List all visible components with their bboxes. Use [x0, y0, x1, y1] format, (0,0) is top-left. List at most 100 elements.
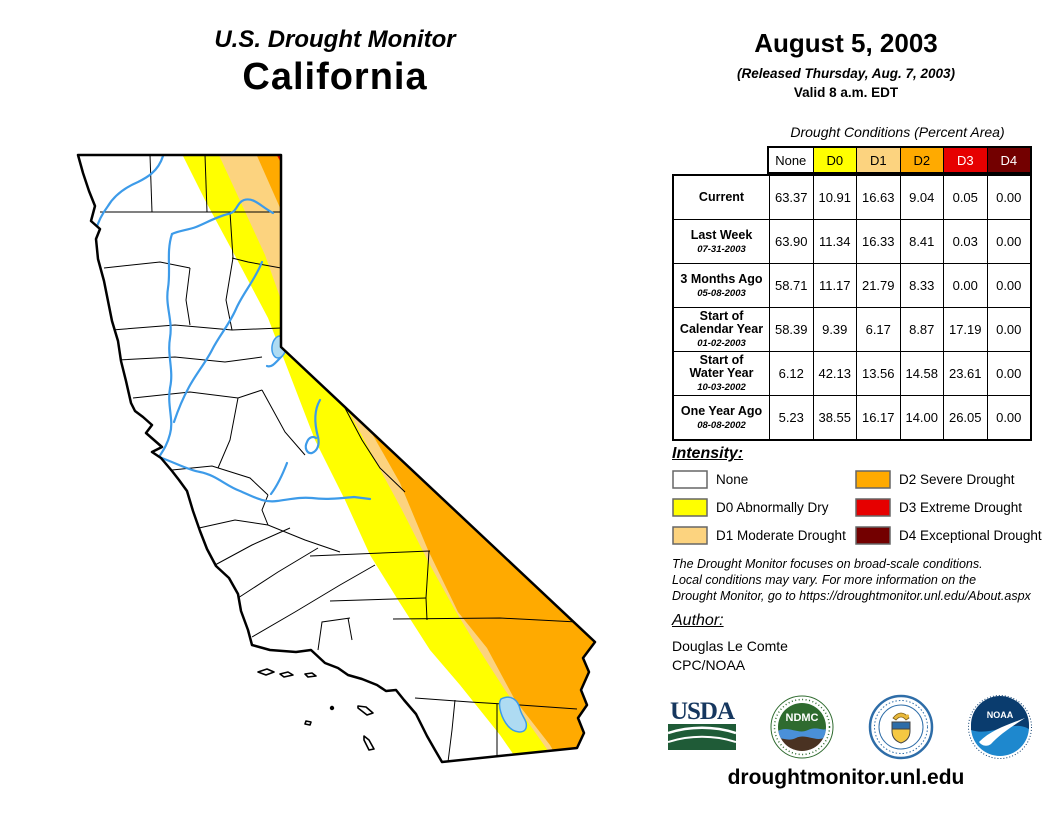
valid-time: Valid 8 a.m. EDT — [793, 85, 899, 100]
table-caption: Drought Conditions (Percent Area) — [790, 124, 1005, 140]
table-value: 0.00 — [986, 176, 1031, 219]
row-label: Current — [698, 190, 745, 204]
legend-item-d0: D0 Abnormally Dry — [672, 496, 846, 518]
table-value: 38.55 — [812, 395, 856, 439]
table-value: 9.04 — [899, 176, 944, 219]
table-value: 0.00 — [986, 351, 1030, 395]
column-header-d4: D4 — [986, 148, 1030, 172]
table-value: 10.91 — [812, 176, 857, 219]
legend-item-d1: D1 Moderate Drought — [672, 524, 846, 546]
map-title-block: U.S. Drought Monitor California — [120, 26, 550, 99]
commerce-seal-logo — [868, 694, 934, 760]
legend-left-column: None D0 Abnormally Dry D1 Moderate Droug… — [672, 468, 846, 546]
row-label: Start of Calendar Year 01-02-2003 — [674, 307, 769, 351]
channel-islands — [257, 668, 375, 751]
table-value: 0.00 — [986, 307, 1030, 351]
usda-field-graphic — [667, 723, 737, 750]
table-value: 0.00 — [943, 263, 987, 307]
d1-swatch — [672, 525, 708, 545]
column-header-d0: D0 — [812, 148, 856, 172]
usda-logo: USDA — [667, 697, 737, 755]
state-name-title: California — [242, 56, 428, 98]
map-date: August 5, 2003 — [754, 28, 938, 58]
table-value: 63.90 — [769, 219, 813, 263]
legend-item-d3: D3 Extreme Drought — [855, 496, 1042, 518]
state-outline — [76, 153, 597, 764]
table-value: 0.05 — [943, 176, 987, 219]
column-header-none: None — [769, 148, 813, 172]
table-value: 8.87 — [899, 307, 943, 351]
ndmc-logo-text: NDMC — [786, 712, 819, 724]
table-value: 14.00 — [899, 395, 943, 439]
sacramento-river — [157, 232, 174, 459]
table-value: 42.13 — [812, 351, 856, 395]
salton-sea — [498, 696, 528, 733]
table-value: 16.33 — [856, 219, 900, 263]
none-swatch — [672, 469, 708, 489]
row-label: 3 Months Ago 05-08-2003 — [674, 263, 769, 307]
table-value: 26.05 — [943, 395, 987, 439]
table-value: 8.41 — [899, 219, 943, 263]
disclaimer-text: The Drought Monitor focuses on broad-sca… — [672, 556, 1042, 604]
table-value: 21.79 — [856, 263, 900, 307]
table-value: 23.61 — [943, 351, 987, 395]
row-label: One Year Ago 08-08-2002 — [674, 395, 769, 439]
usda-logo-text: USDA — [669, 697, 735, 725]
table-value: 6.12 — [769, 351, 813, 395]
legend-heading: Intensity: — [672, 445, 744, 462]
table-value: 16.63 — [856, 176, 900, 219]
release-date: (Released Thursday, Aug. 7, 2003) — [736, 66, 956, 81]
noaa-logo-text: NOAA — [987, 710, 1014, 720]
table-value: 9.39 — [812, 307, 856, 351]
table-value: 6.17 — [856, 307, 900, 351]
table-value: 58.71 — [769, 263, 813, 307]
legend-right-column: D2 Severe Drought D3 Extreme Drought D4 … — [855, 468, 1042, 546]
disclaimer-line: Drought Monitor, go to https://droughtmo… — [672, 589, 1031, 603]
report-title: U.S. Drought Monitor — [214, 26, 456, 53]
d3-swatch — [855, 497, 891, 517]
legend-item-d4: D4 Exceptional Drought — [855, 524, 1042, 546]
table-value: 13.56 — [856, 351, 900, 395]
author-org: CPC/NOAA — [672, 657, 746, 673]
d4-swatch — [855, 525, 891, 545]
noaa-logo: NOAA — [968, 695, 1032, 759]
drought-monitor-url: droughtmonitor.unl.edu — [727, 766, 965, 789]
table-value: 0.00 — [986, 395, 1030, 439]
table-value: 11.17 — [812, 263, 856, 307]
drought-conditions-table: Current 63.37 10.91 16.63 9.04 0.05 0.00… — [672, 174, 1032, 441]
legend-item-d2: D2 Severe Drought — [855, 468, 1042, 490]
column-header-d3: D3 — [943, 148, 987, 172]
table-value: 16.17 — [856, 395, 900, 439]
county-lines — [100, 155, 578, 762]
american-river — [304, 398, 322, 455]
ndmc-logo: NDMC — [770, 695, 834, 759]
table-value: 63.37 — [769, 176, 813, 219]
klamath-river — [94, 155, 165, 232]
author-heading: Author: — [672, 612, 724, 629]
disclaimer-line: Local conditions may vary. For more info… — [672, 573, 977, 587]
table-value: 0.00 — [986, 219, 1030, 263]
table-value: 0.00 — [986, 263, 1030, 307]
legend-item-none: None — [672, 468, 846, 490]
row-label: Start of Water Year 10-03-2002 — [674, 351, 769, 395]
san-joaquin-river — [157, 455, 372, 503]
pit-river — [170, 198, 275, 236]
feather-river — [172, 260, 264, 424]
author-name: Douglas Le Comte — [672, 638, 788, 654]
rivers — [94, 155, 372, 503]
table-header-row: None D0 D1 D2 D3 D4 — [767, 146, 1032, 174]
column-header-d1: D1 — [856, 148, 900, 172]
table-value: 58.39 — [769, 307, 813, 351]
disclaimer-line: The Drought Monitor focuses on broad-sca… — [672, 557, 983, 571]
table-value: 17.19 — [943, 307, 987, 351]
d2-swatch — [855, 469, 891, 489]
table-value: 5.23 — [769, 395, 813, 439]
table-value: 11.34 — [812, 219, 856, 263]
table-value: 0.03 — [943, 219, 987, 263]
table-value: 14.58 — [899, 351, 943, 395]
row-label: Last Week 07-31-2003 — [674, 219, 769, 263]
agency-logos: USDA NDMC — [667, 694, 1032, 760]
table-value: 8.33 — [899, 263, 943, 307]
